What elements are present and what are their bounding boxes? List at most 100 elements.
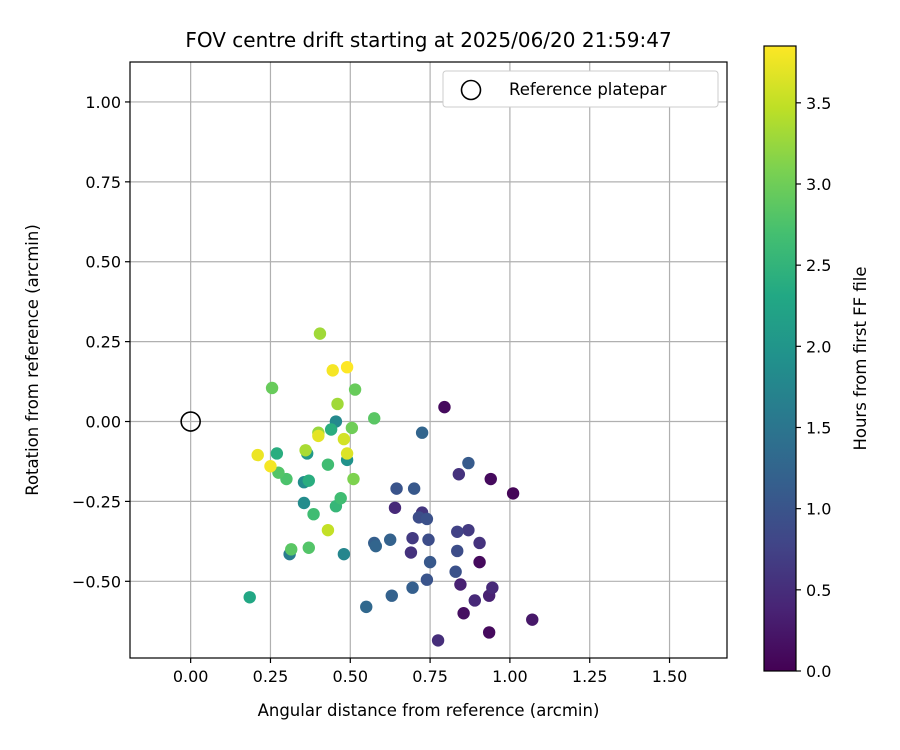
data-point bbox=[337, 432, 351, 446]
data-point bbox=[251, 448, 264, 462]
data-point bbox=[360, 600, 373, 614]
data-point bbox=[451, 525, 464, 538]
data-point bbox=[326, 364, 339, 377]
data-point bbox=[484, 472, 497, 486]
data-points bbox=[243, 327, 539, 647]
colorbar-tick-label: 1.5 bbox=[806, 418, 831, 437]
colorbar-tick-label: 0.5 bbox=[806, 581, 831, 600]
chart-title: FOV centre drift starting at 2025/06/20 … bbox=[185, 28, 671, 52]
data-point bbox=[420, 512, 434, 526]
data-point bbox=[334, 492, 347, 505]
data-point bbox=[431, 634, 445, 647]
x-tick-label: 0.50 bbox=[332, 667, 368, 686]
data-point bbox=[307, 507, 320, 521]
data-point bbox=[264, 460, 277, 473]
data-point bbox=[302, 474, 315, 487]
colorbar-tick-label: 1.0 bbox=[806, 500, 831, 519]
colorbar-tick-label: 3.5 bbox=[806, 94, 831, 113]
colorbar-tick-label: 2.5 bbox=[806, 256, 831, 275]
colorbar-gradient bbox=[763, 45, 797, 672]
data-point bbox=[270, 447, 284, 460]
data-point bbox=[462, 523, 475, 537]
data-point bbox=[422, 533, 435, 546]
data-point bbox=[457, 607, 470, 620]
data-point bbox=[404, 546, 418, 559]
data-point bbox=[345, 421, 359, 435]
x-tick-label: 1.25 bbox=[572, 667, 608, 686]
data-point bbox=[473, 555, 486, 569]
y-axis-label: Rotation from reference (arcmin) bbox=[23, 224, 42, 496]
data-point bbox=[506, 487, 520, 500]
data-point bbox=[347, 472, 360, 486]
data-point bbox=[321, 523, 335, 537]
y-tick-label: 0.25 bbox=[85, 333, 121, 352]
data-point bbox=[340, 360, 354, 374]
data-point bbox=[452, 468, 466, 481]
colorbar-tick-label: 2.0 bbox=[806, 337, 831, 356]
data-point bbox=[368, 412, 381, 425]
data-point bbox=[340, 447, 354, 460]
legend-open-circle-icon bbox=[460, 79, 482, 101]
data-point bbox=[383, 533, 397, 546]
data-point bbox=[482, 626, 496, 639]
reference-marker bbox=[180, 411, 201, 432]
y-tick-label: −0.50 bbox=[72, 572, 121, 591]
colorbar-ticks: 0.0 0.5 1.0 1.5 2.0 2.5 3.0 3.5 bbox=[796, 94, 831, 681]
data-point bbox=[526, 613, 539, 626]
data-point bbox=[243, 591, 256, 604]
data-point bbox=[369, 539, 383, 553]
data-point bbox=[468, 594, 481, 607]
data-point bbox=[423, 555, 437, 569]
data-point bbox=[313, 327, 327, 340]
legend: Reference platepar bbox=[442, 70, 719, 108]
y-axis-ticks: −0.50 −0.25 0.00 0.25 0.50 0.75 1.00 bbox=[72, 93, 130, 591]
data-point bbox=[337, 547, 351, 561]
data-point bbox=[285, 543, 298, 556]
data-point bbox=[299, 444, 312, 457]
x-tick-label: 0.75 bbox=[412, 667, 448, 686]
data-point bbox=[462, 456, 475, 470]
y-tick-label: 0.50 bbox=[85, 253, 121, 272]
y-tick-label: 0.00 bbox=[85, 413, 121, 432]
data-point bbox=[451, 544, 464, 558]
x-tick-label: 1.00 bbox=[492, 667, 528, 686]
data-point bbox=[449, 565, 462, 578]
grid-lines bbox=[130, 62, 727, 658]
x-axis-ticks: 0.00 0.25 0.50 0.75 1.00 1.25 1.50 bbox=[173, 658, 688, 686]
y-tick-label: 1.00 bbox=[85, 93, 121, 112]
colorbar-tick-label: 0.0 bbox=[806, 662, 831, 681]
x-axis-label: Angular distance from reference (arcmin) bbox=[258, 701, 600, 720]
data-point bbox=[473, 536, 486, 550]
colorbar: 0.0 0.5 1.0 1.5 2.0 2.5 3.0 3.5 Hours from firs… bbox=[763, 45, 870, 681]
reference-platepar-marker bbox=[180, 411, 201, 432]
data-point bbox=[302, 541, 315, 554]
data-point bbox=[348, 383, 362, 396]
data-point bbox=[486, 581, 499, 594]
data-point bbox=[438, 400, 451, 414]
data-point bbox=[390, 482, 403, 495]
data-point bbox=[324, 423, 338, 436]
legend-label: Reference platepar bbox=[509, 80, 667, 99]
data-point bbox=[331, 397, 344, 411]
data-point bbox=[406, 531, 419, 545]
data-point bbox=[406, 581, 419, 594]
data-point bbox=[312, 429, 325, 443]
data-point bbox=[388, 501, 402, 515]
y-tick-label: −0.25 bbox=[72, 492, 121, 511]
y-tick-label: 0.75 bbox=[85, 173, 121, 192]
data-point bbox=[454, 578, 467, 591]
plot-frame bbox=[129, 61, 728, 659]
colorbar-tick-label: 3.0 bbox=[806, 175, 831, 194]
data-point bbox=[420, 573, 434, 586]
data-point bbox=[265, 381, 279, 395]
x-tick-label: 0.25 bbox=[253, 667, 289, 686]
data-point bbox=[415, 426, 429, 439]
x-tick-label: 1.50 bbox=[652, 667, 688, 686]
legend-box bbox=[442, 70, 719, 108]
data-point bbox=[407, 482, 421, 495]
colorbar-label: Hours from first FF file bbox=[851, 266, 870, 450]
data-point bbox=[385, 589, 398, 602]
data-point bbox=[321, 458, 335, 471]
